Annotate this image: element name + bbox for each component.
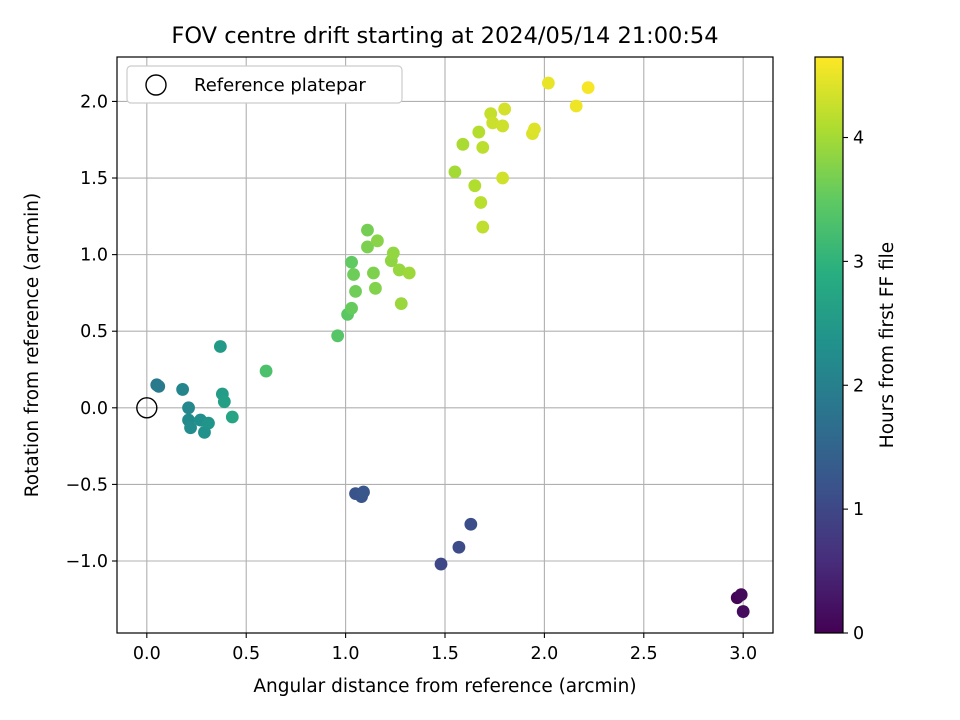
x-tick-label-1: 0.5 <box>232 644 260 664</box>
x-tick-label-0: 0.0 <box>133 644 161 664</box>
x-tick-label-4: 2.0 <box>530 644 558 664</box>
data-point-12 <box>182 401 195 415</box>
x-axis-ticks: 0.0 0.5 1.0 1.5 2.0 2.5 3.0 <box>133 633 757 664</box>
y-tick-label-0: −1.0 <box>66 552 109 572</box>
data-point-26 <box>345 301 358 315</box>
data-point-45 <box>476 220 490 234</box>
data-point-4 <box>452 540 466 554</box>
data-point-32 <box>369 281 382 295</box>
data-point-28 <box>349 284 362 298</box>
data-point-22 <box>259 364 273 378</box>
x-tick-label-6: 3.0 <box>729 644 757 664</box>
data-point-25 <box>345 255 358 269</box>
y-axis-label: Rotation from reference (arcmin) <box>22 193 43 497</box>
y-tick-label-3: 0.5 <box>80 322 108 342</box>
data-point-11 <box>176 383 190 396</box>
data-point-37 <box>394 297 408 311</box>
data-point-10 <box>152 379 166 393</box>
data-points <box>136 76 750 618</box>
reference-platepar-marker <box>136 397 158 419</box>
y-tick-label-2: 0.0 <box>80 399 108 419</box>
legend-marker-reference <box>145 74 167 96</box>
y-axis-ticks: −1.0 −0.5 0.0 0.5 1.0 1.5 2.0 <box>66 92 117 572</box>
data-point-41 <box>468 179 482 193</box>
x-tick-label-5: 2.5 <box>630 644 658 664</box>
y-tick-label-6: 2.0 <box>80 92 108 112</box>
data-point-21 <box>225 410 239 424</box>
data-point-44 <box>476 140 490 154</box>
data-point-55 <box>581 81 595 95</box>
x-axis-label: Angular distance from reference (arcmin) <box>253 676 636 697</box>
legend-label: Reference platepar <box>194 75 366 96</box>
chart-title: FOV centre drift starting at 2024/05/14 … <box>171 23 718 49</box>
data-point-53 <box>541 76 555 90</box>
data-point-18 <box>213 340 227 353</box>
colorbar: 0 1 2 3 4 Hours from first FF file <box>814 56 898 644</box>
data-point-2 <box>736 605 750 618</box>
data-point-50 <box>498 102 512 116</box>
data-point-49 <box>496 171 510 185</box>
x-tick-label-3: 1.5 <box>431 644 459 664</box>
data-point-17 <box>202 416 215 430</box>
data-point-1 <box>734 588 748 602</box>
data-point-40 <box>456 137 470 151</box>
legend: Reference platepar <box>126 65 403 104</box>
plot-area-frame <box>116 56 774 634</box>
colorbar-tick-label-2: 2 <box>853 376 864 396</box>
y-tick-label-5: 1.5 <box>80 169 108 189</box>
x-tick-label-2: 1.0 <box>332 644 360 664</box>
data-point-29 <box>361 223 374 237</box>
data-point-14 <box>184 421 197 435</box>
data-point-38 <box>402 266 416 280</box>
data-point-23 <box>331 329 345 343</box>
grid-lines <box>117 57 773 633</box>
colorbar-ticks: 0 1 2 3 4 <box>843 129 864 644</box>
colorbar-gradient <box>814 56 844 634</box>
colorbar-tick-label-3: 3 <box>853 252 864 272</box>
y-tick-label-4: 1.0 <box>80 246 108 266</box>
data-point-33 <box>371 234 384 248</box>
data-point-30 <box>361 240 374 254</box>
data-point-5 <box>464 517 478 531</box>
data-point-3 <box>434 557 448 571</box>
data-point-20 <box>217 395 231 409</box>
data-point-36 <box>392 263 406 277</box>
data-point-52 <box>528 122 541 136</box>
colorbar-tick-label-4: 4 <box>853 129 864 149</box>
data-point-47 <box>486 116 500 130</box>
data-point-42 <box>472 125 486 139</box>
colorbar-tick-label-1: 1 <box>853 500 864 520</box>
colorbar-label: Hours from first FF file <box>877 242 898 448</box>
data-point-43 <box>474 196 488 209</box>
data-point-39 <box>448 165 462 179</box>
data-point-27 <box>347 268 360 281</box>
data-point-8 <box>357 485 370 499</box>
data-point-31 <box>367 266 380 280</box>
colorbar-tick-label-0: 0 <box>853 624 864 644</box>
data-point-48 <box>496 119 510 133</box>
data-point-54 <box>569 99 583 113</box>
data-point-35 <box>386 246 400 260</box>
y-tick-label-1: −0.5 <box>66 475 109 495</box>
legend-box <box>126 65 403 104</box>
